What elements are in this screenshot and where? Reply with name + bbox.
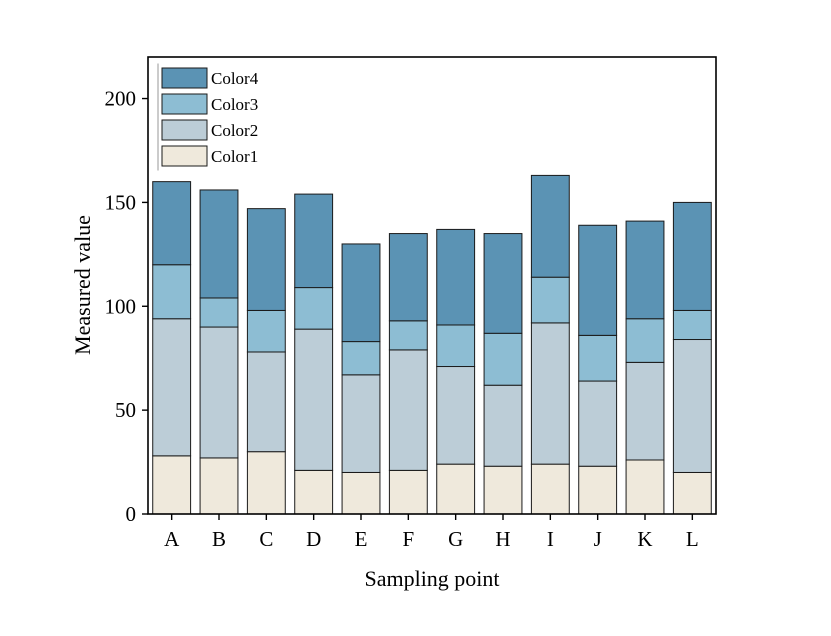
- x-axis: A B C D E F G H I J K L: [164, 514, 699, 551]
- x-tick-label-F: F: [402, 527, 414, 551]
- x-tick-label-H: H: [495, 527, 510, 551]
- bar-segment-G-color2: [436, 366, 476, 465]
- bar-segment-K-color1: [625, 459, 665, 515]
- y-tick-label: 200: [105, 87, 137, 111]
- bar-segment-A-color2: [152, 318, 192, 457]
- bar-segment-K-color4: [625, 220, 665, 320]
- x-tick-label-C: C: [259, 527, 273, 551]
- bar-segment-I-color1: [530, 463, 570, 515]
- legend-swatch-color1: [161, 145, 208, 167]
- bars-layer: [152, 174, 712, 515]
- x-tick-label-I: I: [547, 527, 554, 551]
- bar-segment-L-color2: [672, 339, 712, 473]
- bar-segment-D-color1: [294, 469, 334, 515]
- x-tick-label-K: K: [637, 527, 652, 551]
- bar-segment-D-color3: [294, 287, 334, 330]
- legend-label-color1: Color1: [211, 147, 258, 166]
- bar-segment-E-color2: [341, 374, 381, 473]
- legend-swatch-color3: [161, 93, 208, 115]
- bar-segment-A-color3: [152, 264, 192, 320]
- y-axis: 0 50 100 150 200: [105, 87, 148, 526]
- x-tick-label-L: L: [686, 527, 699, 551]
- y-axis-title: Measured value: [70, 215, 95, 355]
- bar-segment-L-color3: [672, 309, 712, 341]
- bar-segment-K-color3: [625, 318, 665, 363]
- bar-segment-C-color1: [246, 451, 286, 515]
- y-tick-label: 150: [105, 190, 137, 214]
- bar-segment-H-color3: [483, 332, 523, 386]
- bar-segment-L-color1: [672, 471, 712, 515]
- x-axis-title: Sampling point: [364, 566, 499, 591]
- bar-segment-J-color2: [578, 380, 618, 467]
- bar-segment-H-color1: [483, 465, 523, 515]
- bar-segment-C-color2: [246, 351, 286, 453]
- bar-segment-F-color2: [388, 349, 428, 471]
- bar-segment-D-color2: [294, 328, 334, 471]
- legend-swatch-color2: [161, 119, 208, 141]
- bar-segment-K-color2: [625, 361, 665, 461]
- bar-segment-D-color4: [294, 193, 334, 289]
- y-tick-label: 0: [126, 502, 137, 526]
- bar-segment-C-color3: [246, 309, 286, 353]
- x-tick-label-J: J: [594, 527, 602, 551]
- bar-segment-I-color4: [530, 174, 570, 278]
- bar-segment-I-color2: [530, 322, 570, 465]
- bar-segment-G-color4: [436, 228, 476, 326]
- legend-label-color4: Color4: [211, 69, 259, 88]
- bar-segment-B-color3: [199, 297, 239, 328]
- legend-swatch-color4: [161, 67, 208, 89]
- bar-segment-B-color1: [199, 457, 239, 515]
- bar-segment-B-color2: [199, 326, 239, 459]
- x-tick-label-A: A: [164, 527, 180, 551]
- bar-segment-A-color4: [152, 181, 192, 266]
- bar-segment-G-color3: [436, 324, 476, 368]
- legend-label-color3: Color3: [211, 95, 258, 114]
- x-tick-label-E: E: [355, 527, 368, 551]
- bar-segment-F-color4: [388, 233, 428, 322]
- bar-segment-A-color1: [152, 455, 192, 515]
- x-tick-label-G: G: [448, 527, 463, 551]
- plot-frame: [147, 56, 717, 515]
- bar-segment-I-color3: [530, 276, 570, 324]
- bar-segment-E-color4: [341, 243, 381, 343]
- y-tick-label: 100: [105, 294, 137, 318]
- y-tick-label: 50: [115, 398, 136, 422]
- legend: Color4 Color3 Color2 Color1: [157, 63, 259, 171]
- bar-segment-F-color3: [388, 320, 428, 351]
- bar-segment-J-color3: [578, 334, 618, 382]
- x-tick-label-D: D: [306, 527, 321, 551]
- legend-label-color2: Color2: [211, 121, 258, 140]
- bar-segment-H-color4: [483, 233, 523, 334]
- x-tick-label-B: B: [212, 527, 226, 551]
- bar-segment-H-color2: [483, 384, 523, 467]
- bar-segment-C-color4: [246, 208, 286, 311]
- bar-segment-E-color1: [341, 471, 381, 515]
- bar-segment-B-color4: [199, 189, 239, 299]
- bar-segment-J-color1: [578, 465, 618, 515]
- bar-segment-E-color3: [341, 341, 381, 376]
- bar-segment-L-color4: [672, 201, 712, 311]
- bar-segment-G-color1: [436, 463, 476, 515]
- bar-segment-F-color1: [388, 469, 428, 515]
- bar-segment-J-color4: [578, 224, 618, 336]
